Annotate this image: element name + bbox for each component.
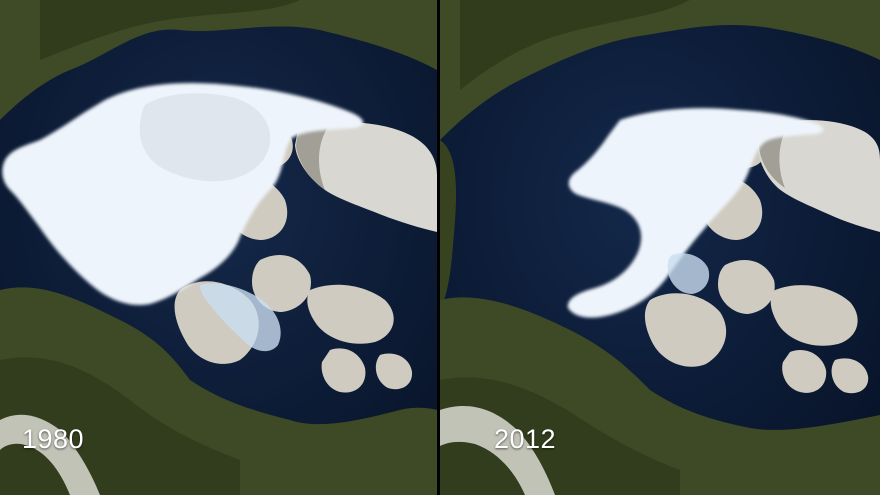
sea-ice-fringe [667,253,710,294]
snow-mountains [440,406,555,495]
sea-ice-thick [139,93,271,182]
greenland-ice [758,120,880,232]
satellite-image-1980 [0,0,437,495]
greenland-ice [295,122,437,232]
year-label-1980: 1980 [22,424,85,454]
panel-divider [437,0,440,495]
year-label-2012: 2012 [494,424,557,454]
land-top-shade [40,0,300,60]
land-top-shade [460,0,690,90]
greenland-edge [296,124,330,190]
sea-ice-fringe [200,283,281,352]
land-bottom-shade [440,377,680,495]
land-left [440,140,457,310]
sea-ice-1980 [2,82,364,306]
panel-1980: 1980 [0,0,437,495]
panel-2012: 2012 [440,0,880,495]
sea-ice-2012 [567,108,824,318]
snow-mountains [0,414,100,495]
satellite-image-2012 [440,0,880,495]
